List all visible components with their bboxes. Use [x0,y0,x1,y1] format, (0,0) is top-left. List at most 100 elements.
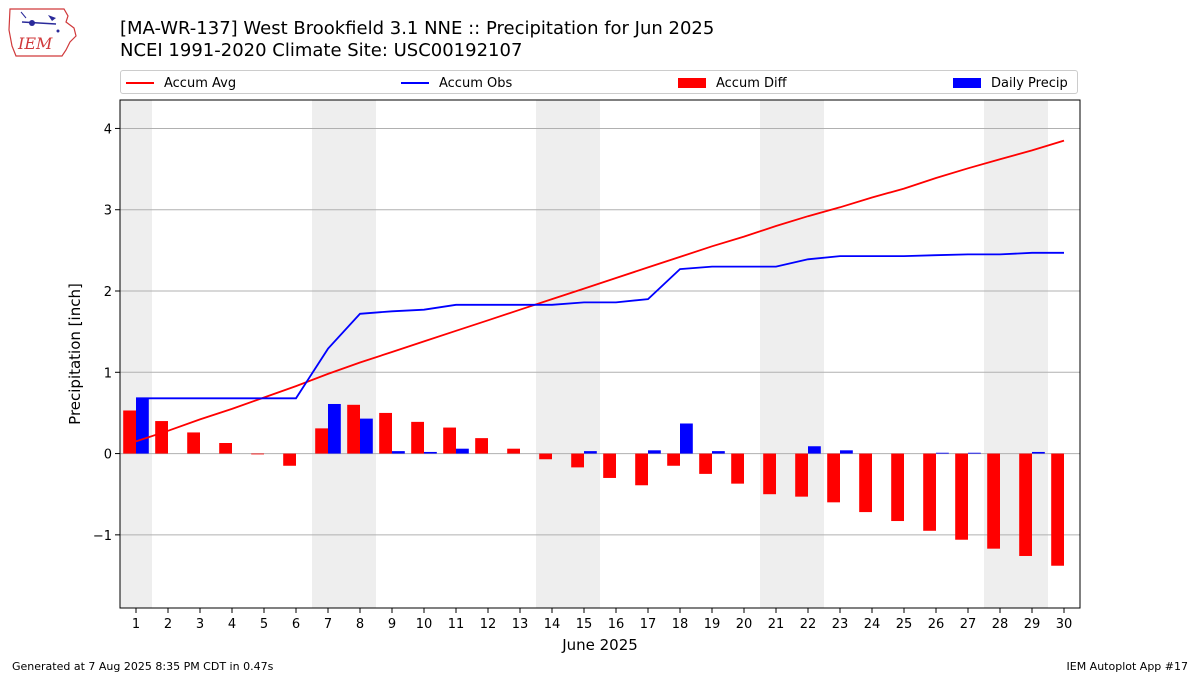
bar-accum-diff [219,443,232,454]
x-tick-label: 15 [576,617,593,632]
bar-accum-diff [475,438,488,454]
legend-swatch-accum-diff [678,78,706,88]
lines [135,139,1065,443]
x-tick-label: 26 [928,617,945,632]
x-tick-label: 3 [196,617,204,632]
weekend-band [120,100,152,608]
bar-accum-diff [827,453,840,503]
bar-accum-diff [539,453,552,460]
legend-item-accum-avg: Accum Avg [126,74,236,92]
bar-accum-diff [987,453,1000,549]
bar-daily-precip [392,451,405,454]
bar-daily-precip [968,452,981,454]
x-tick-label: 27 [960,617,977,632]
chart-subtitle: NCEI 1991-2020 Climate Site: USC00192107 [120,40,523,61]
x-tick-label: 16 [608,617,625,632]
x-tick-label: 20 [736,617,753,632]
gridlines [120,127,1080,536]
footer-app-text: IEM Autoplot App #17 [1066,660,1189,673]
bar-daily-precip [1032,451,1045,454]
bar-daily-precip [648,450,661,454]
bar-accum-diff [891,453,904,522]
iem-logo: IEM [8,8,77,57]
x-tick-label: 19 [704,617,721,632]
bar-accum-diff [283,453,296,466]
legend-label-accum-obs: Accum Obs [439,75,513,91]
legend-swatch-daily-precip [953,78,981,88]
y-tick-label: 1 [104,366,112,381]
x-tick-label: 6 [292,617,300,632]
bar-daily-precip [424,451,437,454]
x-tick-label: 17 [640,617,657,632]
logo-text: IEM [17,34,53,53]
bar-daily-precip [680,423,693,454]
x-tick-label: 29 [1024,617,1041,632]
x-tick-label: 1 [132,617,140,632]
bar-daily-precip [136,398,149,454]
bar-daily-precip [584,451,597,454]
bar-accum-diff [667,453,680,466]
x-tick-label: 25 [896,617,913,632]
bar-accum-diff [1051,453,1064,566]
x-tick-label: 2 [164,617,172,632]
bar-accum-diff [699,453,712,474]
x-tick-label: 21 [768,617,785,632]
bar-daily-precip [360,418,373,454]
bar-daily-precip [808,446,821,454]
legend-item-accum-obs: Accum Obs [401,74,512,92]
bar-daily-precip [936,452,949,454]
x-tick-label: 13 [512,617,529,632]
bar-accum-diff [315,428,328,454]
y-tick-label: 0 [104,448,112,463]
weekend-band [536,100,600,608]
bar-accum-diff [635,453,648,486]
x-axis-label: June 2025 [561,636,638,654]
bar-accum-diff [955,453,968,540]
bar-accum-diff [571,453,584,468]
bar-accum-diff [347,404,360,454]
x-tick-label: 9 [388,617,396,632]
bar-accum-diff [251,453,264,455]
x-tick-label: 11 [448,617,465,632]
weekend-shading [120,100,1048,608]
y-tick-label: 3 [104,204,112,219]
iowa-map-outline-icon [8,8,77,57]
x-tick-label: 28 [992,617,1009,632]
bar-accum-diff [187,432,200,454]
legend-swatch-accum-obs [401,82,429,84]
y-tick-label: 4 [104,122,112,137]
x-tick-label: 4 [228,617,236,632]
x-tick-label: 10 [416,617,433,632]
bar-accum-diff [379,412,392,454]
bar-accum-diff [443,427,456,454]
x-tick-label: 5 [260,617,268,632]
bar-accum-diff [507,448,520,454]
legend-item-daily-precip: Daily Precip [953,74,1068,92]
bar-accum-diff [795,453,808,497]
bar-accum-diff [923,453,936,531]
x-tick-label: 18 [672,617,689,632]
line-accum-avg [135,139,1065,443]
legend-label-accum-avg: Accum Avg [164,75,237,91]
x-tick-label: 8 [356,617,364,632]
y-axis-label: Precipitation [inch] [66,283,84,425]
x-tick-label: 23 [832,617,849,632]
weekend-band [760,100,824,608]
x-tick-label: 14 [544,617,561,632]
bar-accum-diff [411,421,424,454]
bar-daily-precip [840,450,853,454]
bar-accum-diff [1019,453,1032,556]
chart-title: [MA-WR-137] West Brookfield 3.1 NNE :: P… [120,18,715,39]
x-tick-label: 30 [1056,617,1073,632]
bar-accum-diff [731,453,744,484]
bar-accum-diff [763,453,776,495]
y-tick-label: −1 [93,529,112,544]
bar-accum-diff [859,453,872,513]
bar-accum-diff [603,453,616,478]
legend-swatch-accum-avg [126,82,154,84]
footer-generated-text: Generated at 7 Aug 2025 8:35 PM CDT in 0… [12,660,274,673]
plot-frame [119,99,1081,609]
legend-label-daily-precip: Daily Precip [991,75,1068,91]
